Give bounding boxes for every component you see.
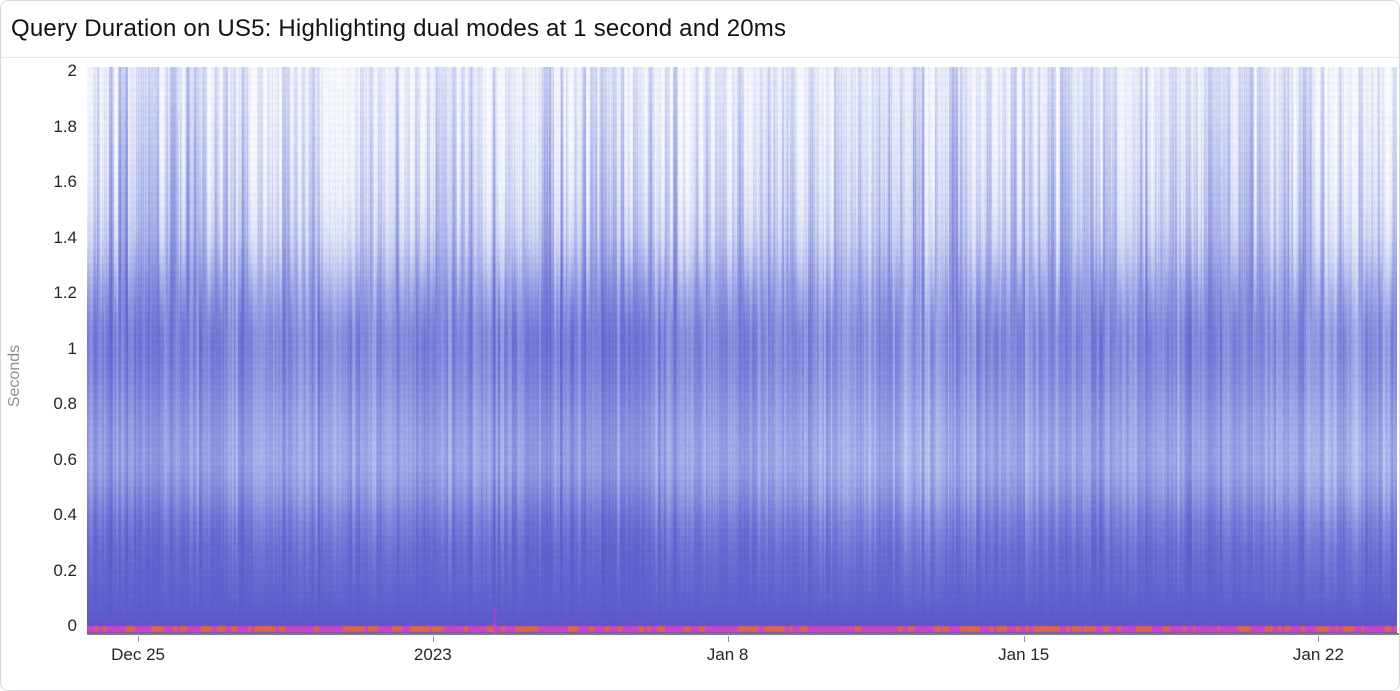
x-axis-tick-label: Jan 15	[998, 645, 1050, 664]
x-axis-tick	[727, 636, 729, 642]
x-axis-line	[87, 633, 1399, 635]
y-axis-tick-label: 1	[67, 338, 77, 358]
x-axis-tick-label: 2023	[413, 645, 452, 664]
y-axis-tick-label: 1.6	[53, 172, 77, 191]
chart-title: Query Duration on US5: Highlighting dual…	[11, 15, 787, 42]
heatmap-canvas[interactable]	[87, 67, 1397, 633]
y-axis-tick-label: 0	[67, 616, 77, 635]
y-axis-tick-label: 0.6	[53, 449, 77, 469]
x-axis-tick	[432, 636, 434, 642]
x-axis-tick-label: Jan 8	[706, 645, 749, 664]
x-axis-tick	[1318, 636, 1320, 642]
x-axis-tick-label: Dec 25	[111, 645, 166, 664]
y-axis-tick-label: 0.4	[53, 505, 77, 524]
x-axis-tick	[1023, 636, 1025, 642]
title-bar: Query Duration on US5: Highlighting dual…	[1, 1, 1399, 58]
y-axis-tick-label: 1.2	[53, 283, 77, 302]
y-axis-tick-label: 1.8	[53, 116, 77, 136]
x-axis-tick	[138, 636, 140, 642]
chart-area: Seconds 0 0.2 0.4 0.6 0.8 1 1.2 1.4 1.6 1.8 2 Dec …	[1, 58, 1399, 690]
y-axis-tick-label: 0.8	[53, 394, 77, 413]
y-axis-tick-label: 0.2	[53, 560, 77, 580]
x-axis-tick-label: Jan 22	[1292, 645, 1344, 664]
y-axis-tick-label: 1.4	[53, 227, 77, 247]
y-axis-tick-label: 2	[67, 61, 77, 80]
